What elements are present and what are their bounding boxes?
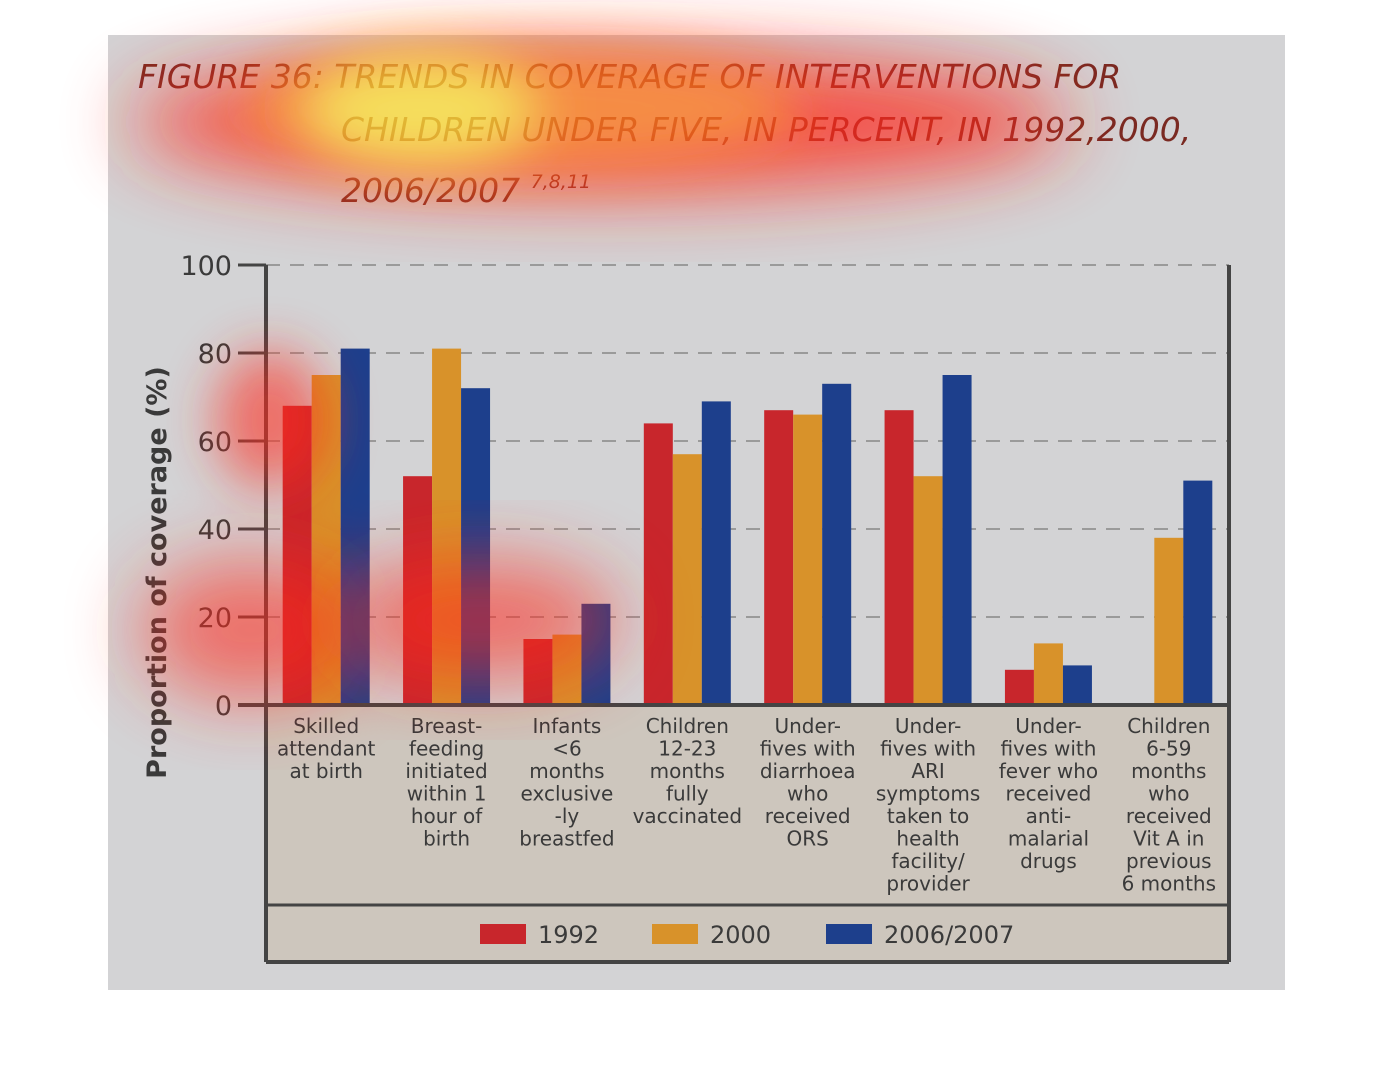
x-category-label: drugs — [1020, 849, 1077, 873]
x-category-label: malarial — [1008, 827, 1089, 851]
x-category-label: ARI — [911, 759, 944, 783]
x-category-label: facility/ — [891, 849, 965, 873]
bar-1992-2 — [523, 639, 553, 705]
x-category-label: Under- — [895, 714, 961, 738]
bar-1992-4 — [764, 410, 794, 705]
y-tick-label: 20 — [198, 603, 232, 634]
x-category-label: Under- — [774, 714, 840, 738]
x-category-label: 6 months — [1122, 872, 1216, 896]
y-tick-label: 60 — [198, 427, 232, 458]
x-category-label: within 1 — [407, 782, 487, 806]
x-category-label: -ly — [555, 804, 580, 828]
bar-2000-0 — [311, 375, 341, 705]
bar-2000-4 — [793, 414, 823, 705]
x-category-label: 6-59 — [1146, 737, 1191, 761]
x-category-label: vaccinated — [633, 804, 742, 828]
legend-swatch-2006/2007 — [826, 924, 872, 944]
x-category-label: health — [896, 827, 959, 851]
legend-label: 2000 — [710, 921, 771, 949]
x-category-label: Infants — [533, 714, 602, 738]
x-category-label: fives with — [880, 737, 976, 761]
bar-2000-6 — [1033, 643, 1063, 705]
x-category-label: who — [1148, 782, 1189, 806]
legend-swatch-1992 — [480, 924, 526, 944]
x-category-label: initiated — [405, 759, 487, 783]
bar-2000-5 — [913, 476, 943, 705]
bar-2000-3 — [672, 454, 702, 705]
bar-1992-5 — [884, 410, 914, 705]
x-category-label: provider — [886, 872, 970, 896]
bar-2006/2007-6 — [1062, 665, 1092, 705]
bar-2006/2007-5 — [942, 375, 972, 705]
x-category-label: received — [765, 804, 851, 828]
bar-2000-2 — [552, 634, 582, 705]
x-category-label: hour of — [411, 804, 483, 828]
x-category-label: who — [787, 782, 828, 806]
x-category-label: Vit A in — [1133, 827, 1204, 851]
bar-2006/2007-0 — [340, 348, 370, 705]
x-category-label: received — [1126, 804, 1212, 828]
y-tick-label: 80 — [198, 339, 232, 370]
x-category-label: symptoms — [876, 782, 980, 806]
x-category-label: months — [650, 759, 725, 783]
bar-2006/2007-1 — [461, 388, 491, 705]
y-axis-title: Proportion of coverage (%) — [142, 366, 173, 779]
x-category-label: 12-23 — [658, 737, 716, 761]
bar-1992-6 — [1004, 669, 1034, 705]
x-category-label: previous — [1126, 849, 1212, 873]
x-category-label: at birth — [289, 759, 362, 783]
x-category-label: fever who — [999, 759, 1098, 783]
x-category-label: diarrhoea — [760, 759, 856, 783]
y-tick-label: 100 — [180, 251, 232, 282]
y-tick-label: 40 — [198, 515, 232, 546]
x-category-label: anti- — [1026, 804, 1072, 828]
x-category-label: Skilled — [293, 714, 359, 738]
x-category-label: Children — [1127, 714, 1210, 738]
bar-2006/2007-7 — [1183, 480, 1213, 705]
x-category-label: months — [1131, 759, 1206, 783]
bar-1992-1 — [403, 476, 433, 705]
legend-label: 2006/2007 — [884, 921, 1014, 949]
bar-2006/2007-2 — [581, 603, 611, 705]
bar-2000-1 — [432, 348, 462, 705]
x-category-label: <6 — [552, 737, 581, 761]
bar-1992-3 — [643, 423, 673, 705]
legend-swatch-2000 — [652, 924, 698, 944]
x-category-label: birth — [423, 827, 470, 851]
x-category-label: breastfed — [519, 827, 614, 851]
x-category-label: exclusive — [521, 782, 614, 806]
bar-2000-7 — [1154, 537, 1184, 705]
x-category-label: taken to — [887, 804, 969, 828]
x-category-label: feeding — [409, 737, 484, 761]
x-category-label: attendant — [277, 737, 376, 761]
x-category-label: fives with — [760, 737, 856, 761]
x-category-label: ORS — [787, 827, 829, 851]
x-category-label: fives with — [1000, 737, 1096, 761]
category-label-panel — [266, 705, 1229, 962]
y-tick-label: 0 — [215, 691, 232, 722]
x-category-label: received — [1006, 782, 1092, 806]
x-category-label: Under- — [1015, 714, 1081, 738]
x-category-label: Children — [646, 714, 729, 738]
legend-label: 1992 — [538, 921, 599, 949]
x-category-label: fully — [666, 782, 709, 806]
x-category-label: Breast- — [411, 714, 483, 738]
bar-2006/2007-3 — [701, 401, 731, 705]
bar-2006/2007-4 — [822, 383, 852, 705]
x-category-label: months — [529, 759, 604, 783]
bar-1992-0 — [282, 405, 312, 705]
